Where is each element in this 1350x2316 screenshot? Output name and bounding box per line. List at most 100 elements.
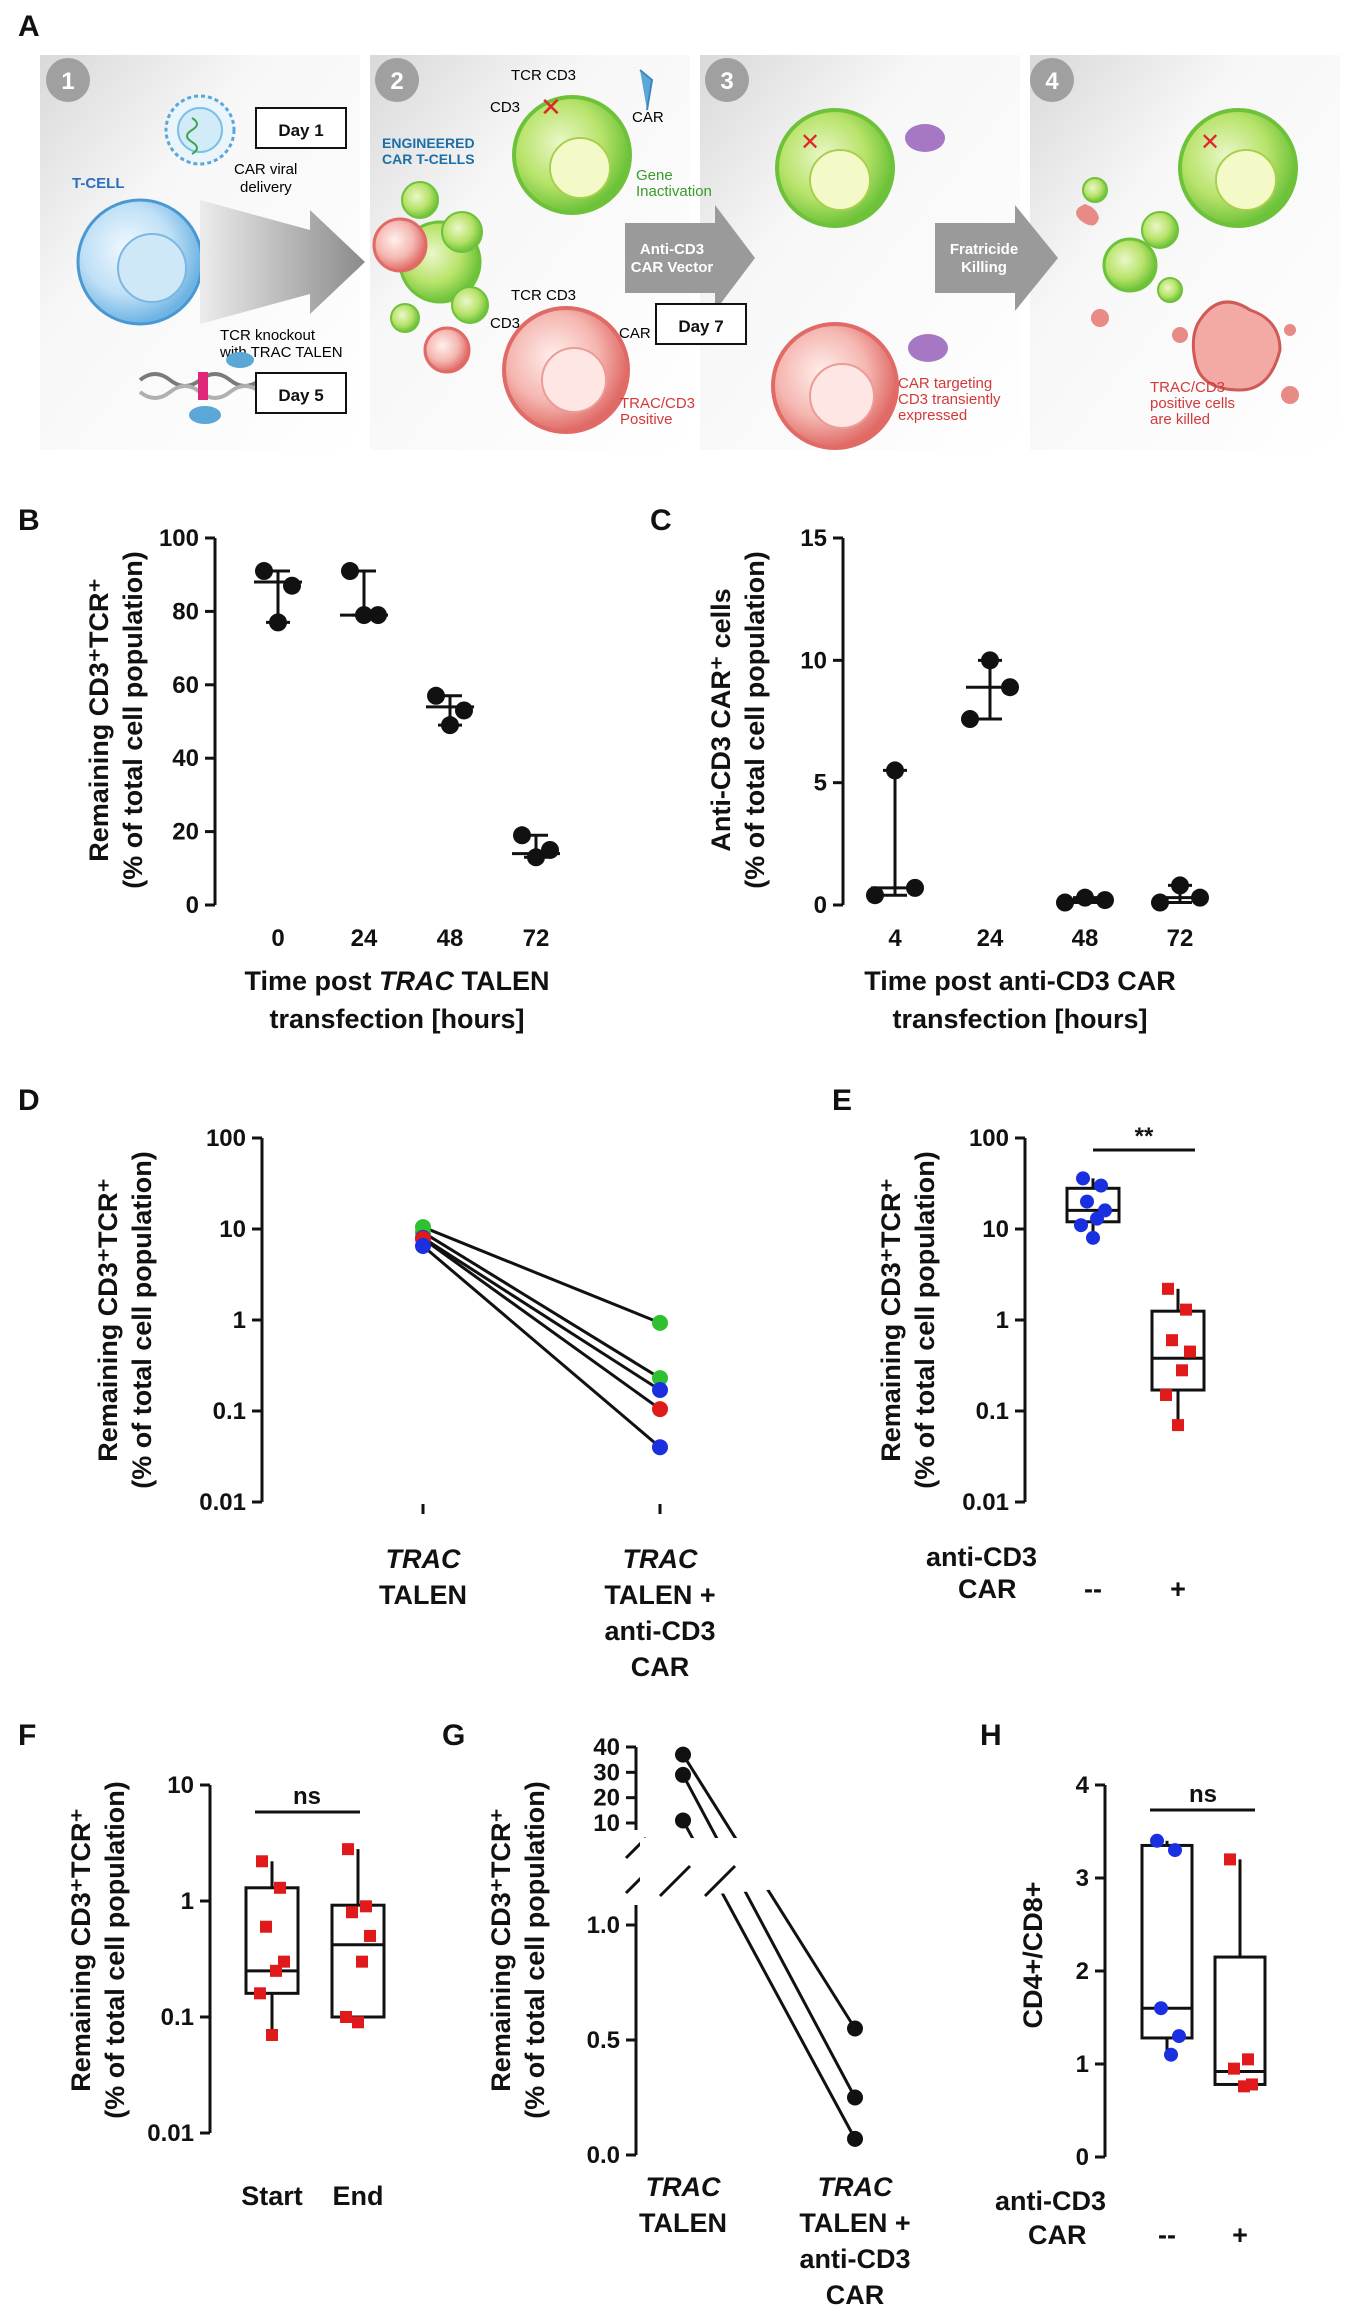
chart-c: 0 5 10 15 4 24 48 72 Anti-CD3 CAR⁺ cells (% of to…	[706, 525, 1209, 1034]
chart-h-point-0-3	[1172, 2029, 1186, 2044]
chart-h-ytick-label-4: 4	[1076, 1772, 1090, 1799]
chart-d-xtick-label-0-a: TRAC	[386, 1544, 461, 1574]
chart-b-ytick-label-3: 60	[172, 672, 199, 699]
chart-e-point-0-1	[1094, 1178, 1108, 1193]
chart-e-ytick-label-2: 1	[996, 1307, 1009, 1334]
arrow-4-label-2: Killing	[961, 259, 1007, 276]
chart-c-point-1-1	[1001, 678, 1019, 697]
chart-h-ytick-label-0: 0	[1076, 2144, 1089, 2171]
chart-b-ytick-label-5: 100	[159, 525, 199, 552]
chart-e-point-0-2	[1080, 1194, 1094, 1209]
chart-e-point-1-5	[1160, 1388, 1172, 1401]
killed-cell-icon	[1172, 300, 1299, 404]
chart-g-ytick-upper-label-3: 40	[593, 1734, 620, 1761]
car-targeting-label-2: CD3 transiently	[898, 391, 1001, 408]
chart-c-point-2-1	[1096, 891, 1114, 910]
chart-d-series-line-3	[422, 1237, 661, 1411]
chart-g-ytick-upper-label-1: 20	[593, 1785, 620, 1812]
day-1-label: Day 1	[278, 121, 323, 140]
chart-b-point-2-0	[427, 686, 445, 705]
chart-b-point-0-0	[255, 562, 273, 581]
chart-d-xtick-label-1-d: CAR	[631, 1652, 690, 1682]
chart-d-series-line-0	[422, 1225, 661, 1325]
surviving-cells-cluster-icon	[1076, 177, 1183, 327]
nucleus-icon-5	[1215, 149, 1277, 211]
chart-d-ylabel-2: (% of total cell population)	[127, 1151, 157, 1488]
chart-e-ylabel-2: (% of total cell population)	[910, 1151, 940, 1488]
chart-h-group-label-1: +	[1232, 2220, 1248, 2250]
chart-c-point-3-0	[1171, 876, 1189, 895]
chart-h-point-1-2	[1228, 2062, 1240, 2075]
chart-f-ytick-label-3: 10	[167, 1772, 194, 1799]
arrow-3-label-2: CAR Vector	[631, 259, 714, 276]
chart-d-point-start-4	[415, 1238, 431, 1255]
chart-g-ytick-upper-label-0: 10	[593, 1810, 620, 1837]
chart-c-point-0-1	[906, 878, 924, 897]
chart-d-point-end-3	[652, 1401, 668, 1418]
chart-e: 0.01 0.1 1 10 100 ** Remaining CD3⁺TCR⁺ (% of t…	[876, 1123, 1206, 1604]
knockout-x-icon: ✕	[540, 92, 562, 122]
chart-d-point-end-2	[652, 1382, 668, 1399]
chart-b-point-0-2	[269, 613, 287, 632]
fratricide-arrow-icon	[935, 205, 1058, 311]
day-1-box	[255, 107, 347, 149]
panel-label-e: E	[832, 1084, 852, 1117]
chart-d-xtick-label-0-b: TALEN	[379, 1580, 467, 1610]
chart-d-ytick-label-3: 10	[219, 1216, 246, 1243]
chart-h-ytick-label-1: 1	[1076, 2051, 1089, 2078]
tcr-label-bottom: TCR	[511, 287, 542, 304]
chart-f-point-1-1	[360, 1900, 372, 1913]
car-targeting-label-1: CAR targeting	[898, 375, 992, 392]
chart-e-sig-label: **	[1135, 1123, 1154, 1150]
chart-d-xtick-label-1-c: anti-CD3	[604, 1616, 715, 1646]
chart-c-ytick-label-3: 15	[800, 525, 827, 552]
car-receptor-icon	[639, 69, 654, 111]
chart-b-xtick-label-3: 72	[523, 925, 550, 952]
chart-f-group-label-0: Start	[241, 2181, 303, 2211]
trac-positive-label-1: TRAC/CD3	[620, 395, 695, 412]
chart-f: 0.01 0.1 1 10 ns Remaining CD3⁺TCR⁺ (% of tota…	[66, 1772, 386, 2211]
chart-c-point-1-0	[981, 651, 999, 670]
chart-h-sig-label: ns	[1189, 1781, 1217, 1808]
chart-b-xtick-label-2: 48	[437, 925, 464, 952]
chart-c-xlabel-1: Time post anti-CD3 CAR	[864, 966, 1176, 996]
chart-b: 0 20 40 60 80 100 0 24 48 72 Remaining CD3⁺TCR⁺ (% …	[84, 525, 560, 1034]
chart-c-ytick-label-2: 10	[800, 647, 827, 674]
chart-b-point-0-1	[283, 576, 301, 595]
chart-g-break-slash-2	[703, 1864, 737, 1898]
chart-e-group-label-0: --	[1084, 1574, 1102, 1604]
chart-h-xrow-label-2: CAR	[1028, 2220, 1087, 2250]
gene-inactivation-label-2: Inactivation	[636, 183, 712, 200]
viral-delivery-label-2: delivery	[240, 179, 292, 196]
panel-label-h: H	[980, 1719, 1002, 1752]
chart-e-group-label-1: +	[1170, 1574, 1186, 1604]
talen-dna-icon	[138, 352, 262, 424]
day-5-label: Day 5	[278, 386, 323, 405]
chart-g-xtick-label-1-c: anti-CD3	[799, 2244, 910, 2274]
tcr-knockout-label-1: TCR knockout	[220, 327, 316, 344]
chart-h-point-1-4	[1238, 2080, 1250, 2093]
chart-c-point-1-2	[961, 710, 979, 729]
chart-e-point-0-5	[1074, 1218, 1088, 1233]
killed-label-1: TRAC/CD3	[1150, 379, 1225, 396]
chart-g-ylabel-1: Remaining CD3⁺TCR⁺	[486, 1808, 516, 2092]
chart-e-point-0-4	[1090, 1211, 1104, 1226]
chart-h-point-0-0	[1150, 1833, 1164, 1848]
day-5-box	[255, 372, 347, 414]
chart-e-xrow-label-1: anti-CD3	[926, 1542, 1037, 1572]
chart-e-xrow-label-2: CAR	[958, 1574, 1017, 1604]
chart-e-point-1-1	[1180, 1303, 1192, 1316]
chart-f-point-1-3	[364, 1929, 376, 1942]
chart-f-point-1-2	[346, 1906, 358, 1919]
anti-cd3-car-arrow-icon	[625, 205, 755, 311]
chart-c-ylabel-1: Anti-CD3 CAR⁺ cells	[706, 588, 736, 851]
engineered-label-1: ENGINEERED	[382, 135, 475, 151]
day-7-box	[655, 303, 747, 345]
chart-g-ytick-upper-label-2: 30	[593, 1759, 620, 1786]
killed-label-3: are killed	[1150, 411, 1210, 428]
svg-text:1: 1	[61, 68, 74, 95]
chart-b-point-2-2	[441, 716, 459, 735]
day-7-label: Day 7	[678, 317, 723, 336]
